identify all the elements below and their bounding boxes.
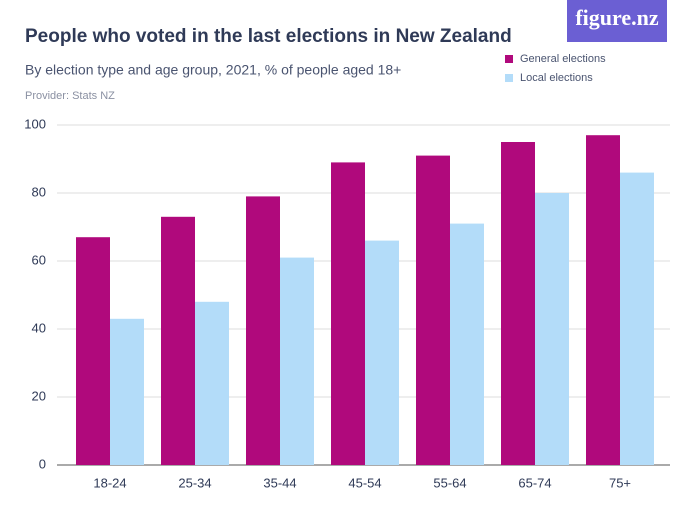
y-tick-label: 60 <box>32 252 46 267</box>
x-tick-label: 35-44 <box>263 475 296 490</box>
y-tick-label: 100 <box>24 116 46 131</box>
bar <box>331 162 365 465</box>
logo: figure.nz <box>575 5 659 30</box>
bar <box>195 301 229 465</box>
x-tick-label: 75+ <box>609 475 631 490</box>
bar <box>76 237 110 465</box>
bar <box>535 193 569 465</box>
bar <box>246 196 280 465</box>
y-tick-label: 40 <box>32 320 46 335</box>
bar <box>161 216 195 465</box>
x-tick-label: 55-64 <box>433 475 466 490</box>
x-tick-label: 45-54 <box>348 475 381 490</box>
bar <box>450 223 484 465</box>
y-tick-label: 20 <box>32 388 46 403</box>
legend-label: General elections <box>520 53 606 65</box>
provider: Provider: Stats NZ <box>25 90 115 102</box>
bar <box>620 172 654 465</box>
legend-label: Local elections <box>520 72 593 84</box>
x-tick-label: 18-24 <box>93 475 126 490</box>
bar <box>110 318 144 465</box>
chart-title: People who voted in the last elections i… <box>25 26 512 47</box>
chart-subtitle: By election type and age group, 2021, % … <box>25 62 401 78</box>
x-tick-label: 25-34 <box>178 475 211 490</box>
x-tick-label: 65-74 <box>518 475 551 490</box>
bar <box>586 135 620 465</box>
y-tick-label: 0 <box>39 456 46 471</box>
legend-swatch <box>505 74 513 82</box>
legend-swatch <box>505 55 513 63</box>
bar <box>416 155 450 465</box>
bar <box>365 240 399 465</box>
bar <box>280 257 314 465</box>
bar <box>501 142 535 465</box>
y-tick-label: 80 <box>32 184 46 199</box>
logo-box <box>567 0 667 42</box>
